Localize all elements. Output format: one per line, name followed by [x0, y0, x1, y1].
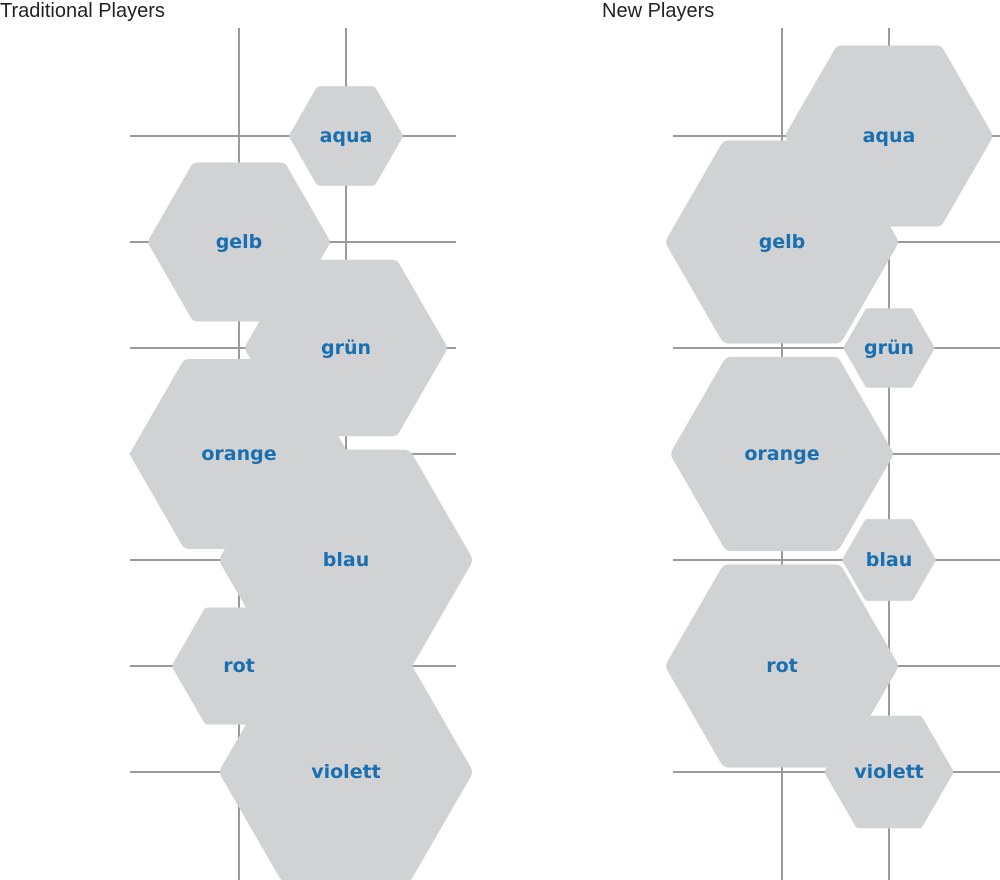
hex-mark-blau: blau	[220, 449, 472, 671]
hexagon-violett	[220, 661, 472, 880]
hex-label-grun: grün	[321, 337, 371, 359]
hex-label-grun: grün	[864, 337, 914, 359]
hex-mark-orange: orange	[671, 356, 893, 552]
hexagon-grun	[843, 308, 935, 388]
hexagon-blau	[842, 519, 936, 601]
panel-new-players: New Players aqua gelb grün orange blau rot vio…	[602, 0, 1000, 880]
hex-mark-blau: blau	[842, 519, 936, 601]
hex-label-rot: rot	[766, 655, 798, 677]
hex-label-violett: violett	[854, 761, 924, 783]
hex-mark-aqua: aqua	[289, 86, 403, 186]
hex-mark-violett: violett	[824, 715, 954, 829]
hexagon-aqua	[289, 86, 403, 186]
hex-mark-violett: violett	[220, 661, 472, 880]
hex-label-aqua: aqua	[863, 125, 916, 147]
hex-mark-grun: grün	[843, 308, 935, 388]
hex-label-gelb: gelb	[216, 231, 263, 253]
panel-title-traditional-players: Traditional Players	[0, 0, 165, 22]
panel-title-new-players: New Players	[602, 0, 714, 22]
hexagons-traditional-players: aqua gelb grün orange blau rot violett	[130, 86, 472, 880]
hex-label-rot: rot	[223, 655, 255, 677]
hex-label-orange: orange	[201, 443, 276, 465]
hexagon-gelb	[666, 140, 898, 344]
hexagon-violett	[824, 715, 954, 829]
hex-label-gelb: gelb	[759, 231, 806, 253]
panel-traditional-players: Traditional Players aqua gelb grün orange bl…	[0, 0, 472, 880]
hexagon-orange	[671, 356, 893, 552]
hexagons-new-players: aqua gelb grün orange blau rot violett	[666, 45, 993, 829]
hex-mark-gelb: gelb	[666, 140, 898, 344]
hexagon-blau	[220, 449, 472, 671]
hex-label-blau: blau	[323, 549, 369, 571]
hex-label-blau: blau	[866, 549, 912, 571]
hex-label-violett: violett	[311, 761, 381, 783]
hex-label-aqua: aqua	[320, 125, 373, 147]
hex-label-orange: orange	[744, 443, 819, 465]
